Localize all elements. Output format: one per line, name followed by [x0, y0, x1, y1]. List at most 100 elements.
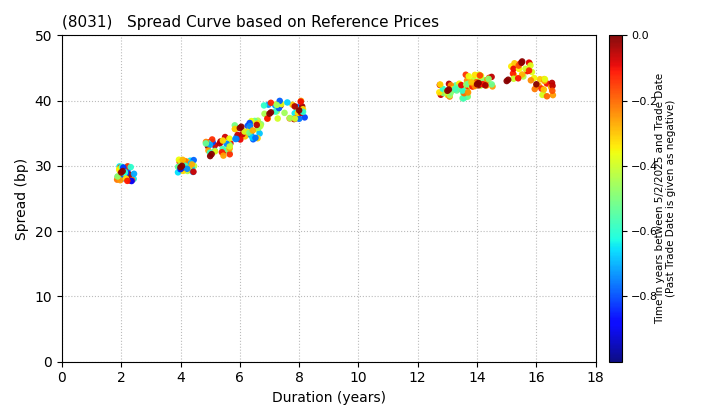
Point — [179, 162, 191, 169]
Point — [520, 66, 531, 72]
Point — [222, 146, 233, 153]
Point — [536, 92, 548, 98]
Point — [518, 73, 529, 80]
Point — [451, 87, 462, 94]
Point — [231, 134, 243, 140]
Point — [514, 60, 526, 67]
Point — [460, 71, 472, 78]
Point — [437, 86, 449, 92]
Point — [433, 89, 445, 96]
Point — [250, 134, 261, 141]
Point — [223, 148, 235, 155]
Point — [462, 83, 474, 90]
Point — [462, 89, 474, 96]
Point — [239, 128, 251, 135]
Point — [474, 82, 486, 89]
Point — [486, 74, 498, 80]
Point — [200, 139, 212, 145]
Point — [465, 82, 477, 89]
Point — [187, 168, 199, 175]
Point — [529, 86, 541, 92]
Point — [224, 151, 235, 158]
Point — [521, 68, 533, 74]
Point — [204, 149, 216, 156]
Point — [265, 100, 276, 106]
Point — [122, 163, 133, 170]
Point — [538, 91, 549, 98]
Point — [181, 163, 192, 170]
Point — [203, 139, 215, 146]
Point — [116, 163, 127, 170]
Point — [294, 116, 305, 122]
Point — [207, 136, 218, 143]
Point — [188, 157, 199, 163]
Point — [117, 173, 128, 180]
Point — [441, 89, 452, 95]
Point — [254, 130, 266, 137]
Point — [462, 77, 473, 84]
Point — [454, 80, 465, 87]
Point — [204, 142, 216, 148]
Point — [239, 133, 251, 140]
Point — [534, 76, 546, 83]
Point — [189, 163, 200, 169]
Point — [119, 169, 130, 176]
Point — [175, 166, 186, 173]
Point — [112, 173, 124, 180]
Point — [453, 86, 464, 92]
Point — [528, 75, 540, 81]
Point — [546, 87, 558, 94]
Point — [473, 71, 485, 78]
Point — [234, 125, 246, 131]
Point — [230, 136, 242, 142]
Point — [176, 163, 188, 169]
Point — [461, 87, 472, 94]
Point — [215, 138, 226, 145]
Point — [480, 82, 491, 89]
Point — [513, 75, 524, 81]
Point — [503, 76, 514, 83]
Point — [112, 176, 123, 183]
Point — [466, 79, 477, 86]
Point — [251, 121, 263, 128]
Point — [523, 67, 534, 74]
Point — [445, 82, 456, 89]
Point — [486, 81, 498, 88]
Point — [207, 139, 218, 145]
Point — [179, 158, 191, 165]
Point — [184, 158, 196, 164]
Point — [533, 82, 544, 89]
Point — [516, 58, 528, 65]
Point — [177, 168, 189, 174]
Point — [516, 59, 527, 66]
Point — [244, 123, 256, 129]
Point — [246, 131, 257, 138]
Point — [176, 164, 187, 171]
Point — [258, 110, 270, 117]
Point — [508, 75, 519, 82]
Point — [457, 85, 469, 92]
Point — [252, 117, 264, 124]
Point — [446, 86, 458, 93]
Point — [252, 126, 264, 133]
Point — [235, 123, 247, 130]
Point — [243, 131, 255, 138]
Point — [471, 79, 482, 86]
Point — [172, 169, 184, 176]
Point — [538, 86, 549, 93]
Point — [177, 157, 189, 163]
Point — [114, 174, 126, 181]
Point — [457, 87, 469, 94]
Point — [265, 109, 276, 116]
Point — [209, 147, 220, 154]
Point — [292, 110, 304, 116]
Point — [467, 83, 478, 90]
Point — [513, 62, 524, 69]
Point — [501, 78, 513, 84]
Point — [297, 108, 309, 115]
Point — [541, 80, 553, 87]
Point — [255, 123, 266, 129]
Y-axis label: Time in years between 5/2/2025 and Trade Date
(Past Trade Date is given as negat: Time in years between 5/2/2025 and Trade… — [654, 73, 676, 324]
Point — [229, 126, 240, 132]
Point — [186, 165, 198, 172]
